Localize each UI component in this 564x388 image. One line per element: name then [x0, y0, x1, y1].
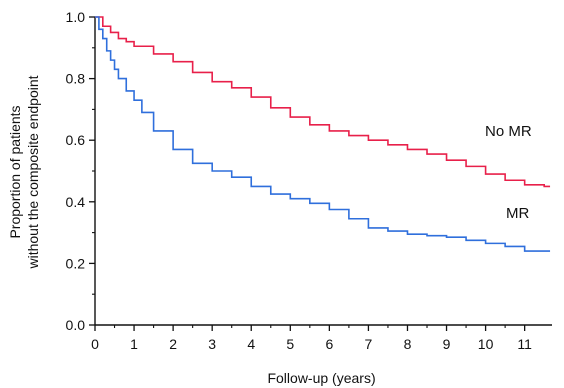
y-ticks: 0.0 0.2 0.4 0.6 0.8 1.0: [66, 9, 95, 333]
y-tick-label: 1.0: [66, 9, 86, 25]
series-label-no-mr: No MR: [485, 123, 532, 140]
y-tick-label: 0.8: [66, 71, 86, 87]
y-axis-title: Proportion of patients without the compo…: [7, 75, 41, 269]
x-tick-label: 11: [517, 336, 532, 352]
series-line-mr: [95, 16, 551, 252]
x-tick-label: 6: [325, 336, 333, 352]
y-tick-label: 0.4: [66, 194, 86, 210]
x-tick-label: 5: [286, 336, 294, 352]
x-tick-label: 9: [443, 336, 451, 352]
y-axis-title-line-1: Proportion of patients: [7, 105, 23, 238]
y-tick-label: 0.6: [66, 132, 86, 148]
x-tick-label: 1: [130, 336, 138, 352]
y-tick-label: 0.0: [66, 317, 86, 333]
series-label-mr: MR: [506, 205, 529, 222]
x-tick-label: 8: [404, 336, 412, 352]
series-layer: [95, 16, 551, 252]
axes-layer: 0.0 0.2 0.4 0.6 0.8 1.0 0 1 2 3 4 5 6 7 8 9 10 11: [66, 9, 552, 352]
labels-layer: Follow-up (years) Proportion of patients…: [7, 75, 532, 386]
x-axis-title: Follow-up (years): [267, 370, 375, 386]
x-tick-label: 3: [208, 336, 216, 352]
x-tick-label: 2: [169, 336, 177, 352]
y-axis-title-line-2: without the composite endpoint: [25, 75, 41, 269]
x-tick-label: 0: [91, 336, 99, 352]
x-tick-label: 4: [247, 336, 255, 352]
x-tick-label: 7: [365, 336, 373, 352]
x-tick-label: 10: [478, 336, 494, 352]
x-ticks: 0 1 2 3 4 5 6 7 8 9 10 11: [91, 325, 532, 352]
y-tick-label: 0.2: [66, 255, 86, 271]
series-line-no-mr: [95, 16, 551, 188]
